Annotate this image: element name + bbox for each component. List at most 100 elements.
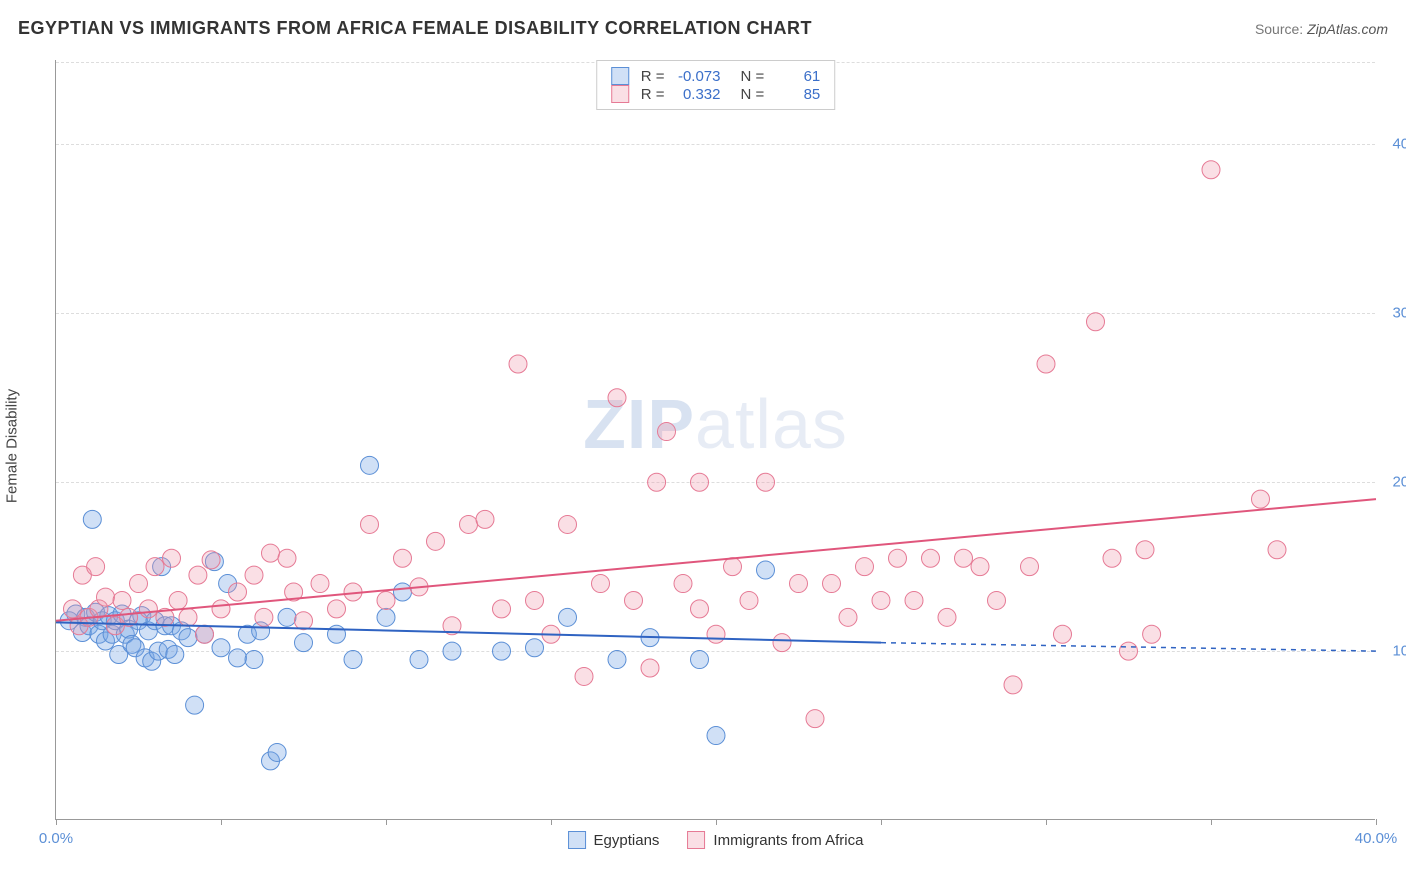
scatter-point-immigrants [790, 575, 808, 593]
scatter-point-immigrants [245, 566, 263, 584]
legend-item-immigrants: Immigrants from Africa [687, 831, 863, 849]
y-tick-label: 10.0% [1380, 643, 1406, 660]
legend-stat-row-immigrants: R = 0.332 N = 85 [611, 85, 821, 103]
scatter-point-immigrants [1037, 355, 1055, 373]
correlation-legend: R =-0.073N =61R =0.332N =85 [596, 60, 836, 110]
scatter-point-immigrants [1004, 676, 1022, 694]
scatter-svg [56, 60, 1375, 819]
scatter-point-immigrants [427, 532, 445, 550]
scatter-point-immigrants [87, 558, 105, 576]
stat-r-label: R = [641, 68, 665, 85]
scatter-point-immigrants [889, 549, 907, 567]
scatter-point-immigrants [1054, 625, 1072, 643]
scatter-point-immigrants [113, 591, 131, 609]
scatter-point-immigrants [806, 710, 824, 728]
scatter-point-immigrants [202, 551, 220, 569]
scatter-point-immigrants [295, 612, 313, 630]
scatter-point-immigrants [1252, 490, 1270, 508]
scatter-point-immigrants [1202, 161, 1220, 179]
scatter-point-immigrants [905, 591, 923, 609]
scatter-point-immigrants [575, 667, 593, 685]
chart-title: EGYPTIAN VS IMMIGRANTS FROM AFRICA FEMAL… [18, 18, 812, 39]
x-tick-label: 40.0% [1355, 830, 1398, 847]
stat-n-label: N = [741, 86, 765, 103]
stat-r-value-immigrants: 0.332 [673, 86, 721, 103]
scatter-point-egyptians [278, 608, 296, 626]
stat-n-value-immigrants: 85 [772, 86, 820, 103]
scatter-point-egyptians [328, 625, 346, 643]
scatter-point-immigrants [189, 566, 207, 584]
scatter-point-immigrants [955, 549, 973, 567]
scatter-point-egyptians [245, 651, 263, 669]
scatter-point-immigrants [608, 389, 626, 407]
x-tick-mark [881, 819, 882, 825]
scatter-point-immigrants [691, 600, 709, 618]
stat-r-value-egyptians: -0.073 [673, 68, 721, 85]
scatter-point-immigrants [328, 600, 346, 618]
scatter-point-egyptians [377, 608, 395, 626]
scatter-point-immigrants [163, 549, 181, 567]
x-tick-mark [1046, 819, 1047, 825]
scatter-point-immigrants [856, 558, 874, 576]
x-tick-mark [1376, 819, 1377, 825]
scatter-point-egyptians [179, 629, 197, 647]
source-prefix: Source: [1255, 21, 1307, 37]
scatter-point-immigrants [139, 600, 157, 618]
scatter-point-egyptians [268, 743, 286, 761]
scatter-point-egyptians [410, 651, 428, 669]
legend-label-immigrants: Immigrants from Africa [713, 832, 863, 849]
scatter-point-immigrants [691, 473, 709, 491]
scatter-point-immigrants [839, 608, 857, 626]
scatter-point-immigrants [724, 558, 742, 576]
x-tick-mark [1211, 819, 1212, 825]
scatter-point-immigrants [394, 549, 412, 567]
scatter-point-immigrants [988, 591, 1006, 609]
scatter-point-immigrants [377, 591, 395, 609]
legend-swatch-egyptians [611, 67, 629, 85]
scatter-point-egyptians [691, 651, 709, 669]
scatter-point-egyptians [493, 642, 511, 660]
scatter-point-immigrants [674, 575, 692, 593]
source-name: ZipAtlas.com [1307, 21, 1388, 37]
scatter-point-egyptians [212, 639, 230, 657]
scatter-point-egyptians [443, 642, 461, 660]
x-tick-label: 0.0% [39, 830, 73, 847]
scatter-point-immigrants [130, 575, 148, 593]
scatter-point-immigrants [262, 544, 280, 562]
x-tick-mark [386, 819, 387, 825]
scatter-point-immigrants [212, 600, 230, 618]
scatter-point-immigrants [1268, 541, 1286, 559]
scatter-point-immigrants [740, 591, 758, 609]
trend-line-immigrants [56, 499, 1376, 621]
scatter-point-immigrants [179, 608, 197, 626]
stat-n-label: N = [741, 68, 765, 85]
scatter-point-immigrants [707, 625, 725, 643]
scatter-point-immigrants [1103, 549, 1121, 567]
scatter-point-immigrants [641, 659, 659, 677]
scatter-point-immigrants [971, 558, 989, 576]
scatter-point-immigrants [1143, 625, 1161, 643]
scatter-point-immigrants [229, 583, 247, 601]
scatter-point-immigrants [625, 591, 643, 609]
plot-area: ZIPatlas 10.0%20.0%30.0%40.0% R =-0.073N… [55, 60, 1375, 820]
scatter-point-immigrants [509, 355, 527, 373]
scatter-point-immigrants [146, 558, 164, 576]
legend-swatch-immigrants [611, 85, 629, 103]
scatter-point-egyptians [229, 649, 247, 667]
legend-swatch-immigrants [687, 831, 705, 849]
x-tick-mark [716, 819, 717, 825]
source-attribution: Source: ZipAtlas.com [1255, 21, 1388, 37]
scatter-point-immigrants [1021, 558, 1039, 576]
y-axis-title: Female Disability [4, 389, 21, 503]
scatter-point-egyptians [344, 651, 362, 669]
scatter-point-immigrants [64, 600, 82, 618]
x-tick-mark [551, 819, 552, 825]
stat-r-label: R = [641, 86, 665, 103]
scatter-point-immigrants [361, 515, 379, 533]
scatter-point-immigrants [97, 588, 115, 606]
scatter-point-immigrants [1087, 313, 1105, 331]
scatter-point-egyptians [166, 645, 184, 663]
scatter-point-egyptians [757, 561, 775, 579]
scatter-point-immigrants [460, 515, 478, 533]
x-tick-mark [56, 819, 57, 825]
